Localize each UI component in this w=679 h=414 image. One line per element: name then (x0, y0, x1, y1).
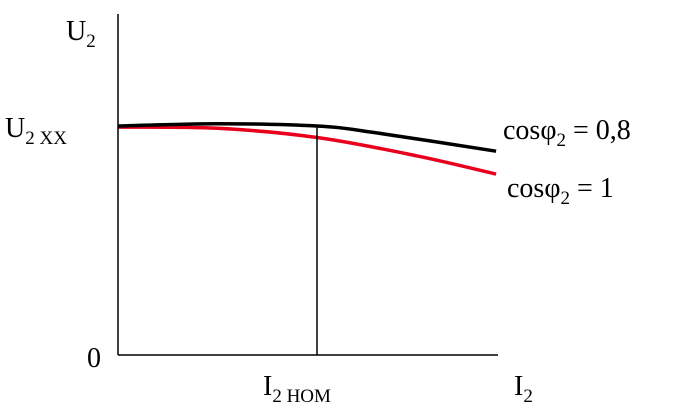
x-axis-label: I2 (514, 371, 533, 407)
series-label-cos-0-8: cosφ2 = 0,8 (503, 115, 631, 151)
y-axis-label: U2 (66, 16, 96, 52)
series-lines (117, 121, 497, 176)
origin-label: 0 (87, 343, 101, 374)
series-line-cos-1 (117, 125, 497, 176)
y-tick-label-u2xx: U2 XX (5, 113, 67, 149)
series-label-cos-1: cosφ2 = 1 (507, 173, 614, 209)
series-line-cos-0-8 (117, 121, 497, 153)
x-tick-label-i2nom: I2 НОМ (263, 371, 331, 407)
